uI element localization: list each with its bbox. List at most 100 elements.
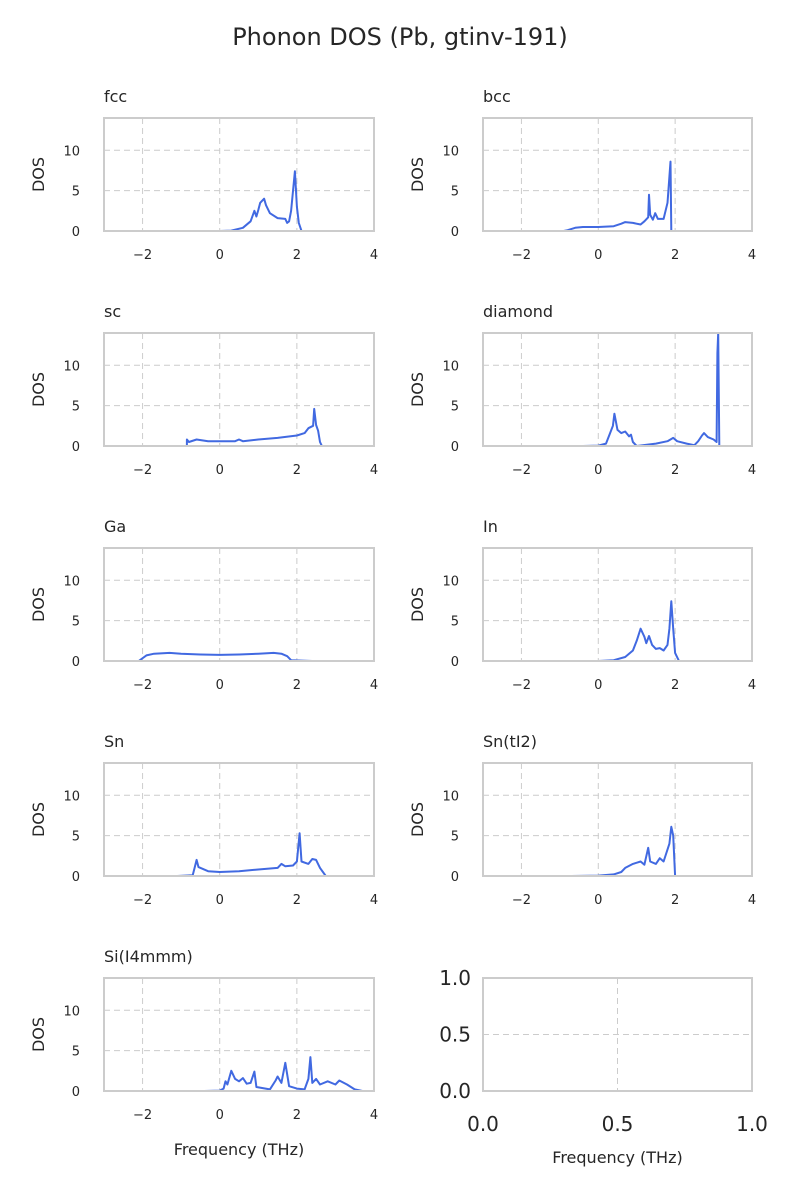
y-tick-label: 10	[63, 789, 80, 804]
subplot-title: Si(I4mmm)	[104, 947, 193, 966]
subplot-In: −2 0 2 4 0 5 10 In DOS	[408, 517, 756, 693]
x-axis-label: Frequency (THz)	[174, 1140, 304, 1159]
dos-line-diamond	[582, 332, 733, 447]
x-tick-label: 0.5	[602, 1112, 634, 1136]
x-tick-label: 2	[671, 248, 679, 263]
dos-line-In	[598, 600, 683, 662]
y-axis-label: DOS	[408, 587, 427, 622]
y-tick-label: 5	[451, 830, 459, 845]
y-tick-label: 0.0	[439, 1079, 471, 1103]
y-tick-label: 10	[63, 144, 80, 159]
y-tick-label: 10	[442, 789, 459, 804]
x-tick-label: 0	[216, 463, 224, 478]
dos-line-sc	[173, 407, 332, 447]
axes-frame	[482, 547, 753, 662]
y-tick-label: 10	[63, 359, 80, 374]
x-tick-label: −2	[133, 463, 152, 478]
subplot-title: Ga	[104, 517, 126, 536]
x-tick-label: 0	[594, 893, 602, 908]
axes-frame	[482, 332, 753, 447]
subplot-title: Sn(tI2)	[483, 732, 537, 751]
axes-frame	[482, 762, 753, 877]
x-tick-label: 0	[594, 678, 602, 693]
x-tick-label: 4	[370, 248, 378, 263]
subplot-Si(I4mmm): −2 0 2 4 0 5 10 Si(I4mmm) DOS Frequency (THz)	[29, 947, 378, 1159]
x-tick-label: 2	[293, 248, 301, 263]
x-tick-label: 0	[216, 248, 224, 263]
y-tick-label: 5	[72, 1045, 80, 1060]
y-tick-label: 10	[63, 1004, 80, 1019]
subplot-bcc: −2 0 2 4 0 5 10 bcc DOS	[408, 87, 756, 263]
x-tick-label: 4	[370, 678, 378, 693]
y-axis-label: DOS	[29, 157, 48, 192]
subplot-title: In	[483, 517, 498, 536]
y-tick-label: 10	[442, 144, 459, 159]
x-tick-label: −2	[512, 678, 531, 693]
x-tick-label: 4	[370, 893, 378, 908]
figure-title: Phonon DOS (Pb, gtinv-191)	[232, 23, 568, 51]
subplot-empty: 0.0 0.5 1.0 0.0 0.5 1.0 Frequency (THz)	[439, 966, 768, 1167]
x-tick-label: −2	[133, 248, 152, 263]
y-tick-label: 5	[72, 185, 80, 200]
y-tick-label: 10	[442, 574, 459, 589]
y-axis-label: DOS	[29, 372, 48, 407]
x-tick-label: 2	[293, 463, 301, 478]
y-tick-label: 0	[72, 870, 80, 885]
x-tick-label: −2	[512, 248, 531, 263]
x-tick-label: 2	[671, 893, 679, 908]
dos-line-Ga	[127, 651, 313, 662]
y-tick-label: 0	[72, 655, 80, 670]
subplot-diamond: −2 0 2 4 0 5 10 diamond DOS	[408, 302, 756, 478]
x-tick-label: 2	[671, 678, 679, 693]
y-tick-label: 10	[442, 359, 459, 374]
y-tick-label: 5	[72, 830, 80, 845]
axes-frame	[103, 762, 375, 877]
subplot-title: fcc	[104, 87, 127, 106]
y-tick-label: 0	[72, 225, 80, 240]
x-tick-label: 4	[748, 463, 756, 478]
subplot-title: diamond	[483, 302, 553, 321]
y-axis-label: DOS	[29, 587, 48, 622]
x-tick-label: 0	[216, 678, 224, 693]
y-tick-label: 0.5	[439, 1023, 471, 1047]
y-axis-label: DOS	[408, 372, 427, 407]
y-tick-label: 5	[72, 615, 80, 630]
x-axis-label: Frequency (THz)	[552, 1148, 682, 1167]
subplot-title: sc	[104, 302, 121, 321]
y-axis-label: DOS	[408, 157, 427, 192]
x-tick-label: −2	[133, 893, 152, 908]
subplot-fcc: −2 0 2 4 0 5 10 fcc DOS	[29, 87, 378, 263]
x-tick-label: 2	[671, 463, 679, 478]
dos-line-Si(I4mmm)	[204, 1056, 363, 1092]
dos-line-bcc	[563, 160, 679, 232]
y-tick-label: 5	[451, 185, 459, 200]
axes-frame	[103, 332, 375, 447]
x-tick-label: 0	[216, 1108, 224, 1123]
subplot-Ga: −2 0 2 4 0 5 10 Ga DOS	[29, 517, 378, 693]
x-tick-label: 2	[293, 678, 301, 693]
y-tick-label: 1.0	[439, 966, 471, 990]
y-tick-label: 10	[63, 574, 80, 589]
x-tick-label: −2	[133, 1108, 152, 1123]
x-tick-label: 4	[748, 248, 756, 263]
y-tick-label: 5	[451, 615, 459, 630]
axes-frame	[103, 117, 375, 232]
dos-line-fcc	[219, 170, 309, 232]
x-tick-label: 1.0	[736, 1112, 768, 1136]
dos-line-Sn	[177, 832, 336, 877]
subplot-title: Sn	[104, 732, 124, 751]
x-tick-label: 4	[748, 678, 756, 693]
x-tick-label: 0	[594, 248, 602, 263]
x-tick-label: 4	[748, 893, 756, 908]
dos-line-Sn(tI2)	[571, 825, 687, 877]
subplot-sc: −2 0 2 4 0 5 10 sc DOS	[29, 302, 378, 478]
y-tick-label: 0	[72, 1085, 80, 1100]
y-tick-label: 0	[451, 870, 459, 885]
y-axis-label: DOS	[408, 802, 427, 837]
y-axis-label: DOS	[29, 1017, 48, 1052]
x-tick-label: −2	[133, 678, 152, 693]
x-tick-label: 4	[370, 463, 378, 478]
y-axis-label: DOS	[29, 802, 48, 837]
y-tick-label: 0	[451, 225, 459, 240]
